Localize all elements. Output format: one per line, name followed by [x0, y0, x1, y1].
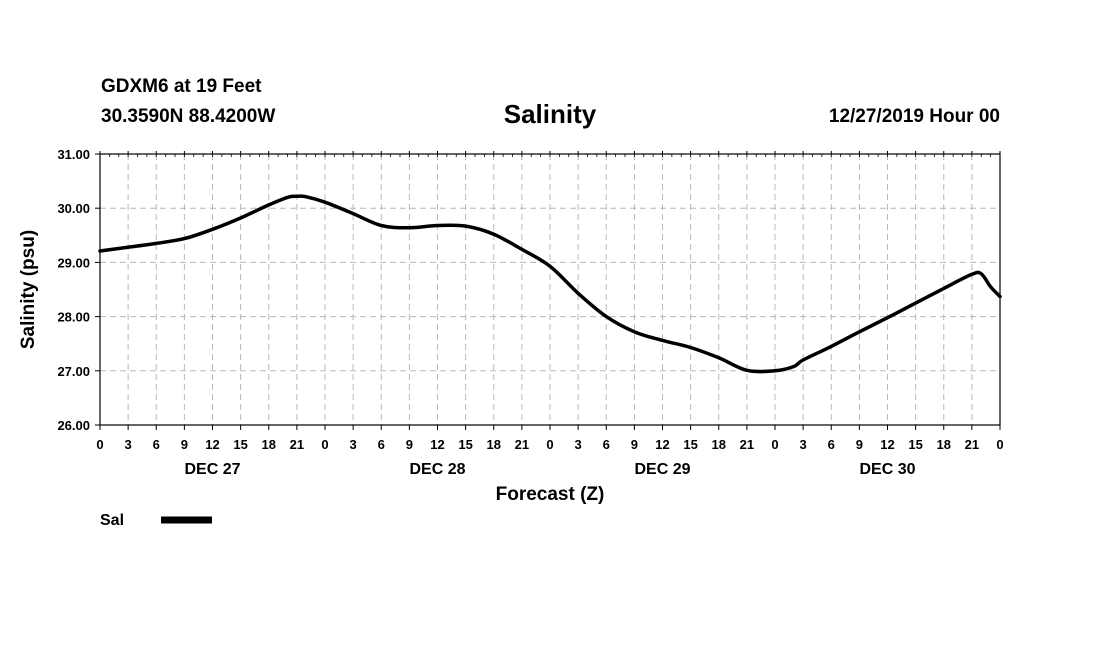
x-tick-label: 12: [205, 437, 219, 452]
x-tick-label: 12: [430, 437, 444, 452]
y-axis-title: Salinity (psu): [18, 230, 39, 349]
y-axis-labels: 26.00 27.00 28.00 29.00 30.00 31.00: [57, 147, 90, 433]
x-tick-label: 6: [603, 437, 610, 452]
y-tick-label: 31.00: [57, 147, 90, 162]
x-tick-label: 6: [153, 437, 160, 452]
station-label: GDXM6 at 19 Feet: [101, 76, 262, 97]
chart-title: Salinity: [503, 99, 597, 129]
y-tick-label: 29.00: [57, 255, 90, 270]
day-label: DEC 30: [859, 461, 915, 478]
x-tick-label: 12: [880, 437, 894, 452]
x-tick-label: 3: [800, 437, 807, 452]
x-axis-labels: 0 3 6 9 12 15 18 21 0 3 6 9 12 15 18 21 0 3 6 9 12 15 18 21 0 3 6 9…: [96, 437, 1003, 452]
x-tick-label: 21: [290, 437, 304, 452]
x-tick-label: 9: [181, 437, 188, 452]
x-tick-label: 18: [712, 437, 726, 452]
x-tick-label: 15: [908, 437, 922, 452]
x-tick-label: 0: [321, 437, 328, 452]
legend-label-sal: Sal: [100, 512, 124, 529]
x-tick-label: 9: [406, 437, 413, 452]
x-tick-label: 6: [378, 437, 385, 452]
grid: [100, 154, 1000, 425]
day-label: DEC 29: [634, 461, 690, 478]
x-tick-label: 15: [458, 437, 472, 452]
x-tick-label: 0: [96, 437, 103, 452]
x-tick-label: 0: [771, 437, 778, 452]
x-tick-label: 9: [856, 437, 863, 452]
y-tick-label: 30.00: [57, 201, 90, 216]
series-line-sal: [98, 194, 1002, 374]
x-tick-label: 18: [262, 437, 276, 452]
y-tick-label: 28.00: [57, 310, 90, 325]
x-tick-label: 21: [965, 437, 979, 452]
x-tick-label: 3: [575, 437, 582, 452]
x-tick-label: 9: [631, 437, 638, 452]
x-tick-label: 6: [828, 437, 835, 452]
day-label: DEC 28: [409, 461, 465, 478]
x-tick-label: 12: [655, 437, 669, 452]
x-tick-label: 0: [546, 437, 553, 452]
coordinates-label: 30.3590N 88.4200W: [101, 106, 276, 127]
x-tick-label: 0: [996, 437, 1003, 452]
day-label: DEC 27: [184, 461, 240, 478]
x-tick-label: 3: [350, 437, 357, 452]
x-axis-title: Forecast (Z): [496, 484, 605, 505]
x-tick-label: 18: [937, 437, 951, 452]
x-tick-label: 15: [233, 437, 247, 452]
y-tick-label: 27.00: [57, 364, 90, 379]
x-tick-label: 18: [487, 437, 501, 452]
x-tick-label: 3: [125, 437, 132, 452]
legend: Sal: [100, 512, 212, 529]
x-tick-label: 15: [683, 437, 697, 452]
axis-ticks: [95, 151, 1001, 430]
y-tick-label: 26.00: [57, 418, 90, 433]
x-tick-label: 21: [740, 437, 754, 452]
x-tick-label: 21: [515, 437, 529, 452]
day-labels: DEC 27 DEC 28 DEC 29 DEC 30: [184, 461, 915, 478]
forecast-datetime: 12/27/2019 Hour 00: [828, 106, 1000, 127]
